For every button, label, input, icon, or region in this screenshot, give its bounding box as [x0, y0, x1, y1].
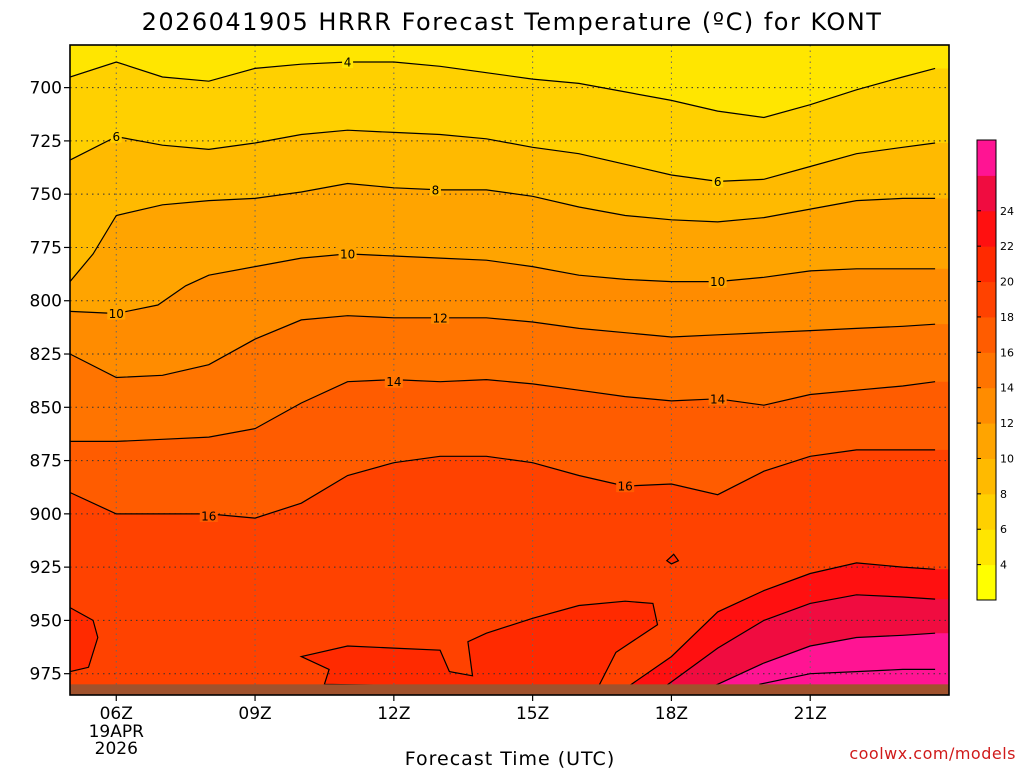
colorbar-frame [976, 139, 997, 601]
fill-pocket-18-0 [301, 601, 658, 689]
contour-label-10-1: 10 [340, 247, 355, 261]
colorbar-label-10: 10 [1000, 452, 1014, 465]
colorbar-label-4: 4 [1000, 559, 1007, 572]
colorbar-swatch-20 [977, 246, 996, 283]
contour-label-16-0: 16 [201, 509, 216, 523]
contour-line-10-3 [70, 253, 936, 315]
colorbar-label-6: 6 [1000, 523, 1007, 536]
grid-lines [70, 45, 949, 695]
contour-label-bg-14-1 [708, 391, 727, 405]
y-tick-label-725: 725 [30, 132, 62, 152]
colorbar-swatch-8 [977, 458, 996, 495]
x-tick-label-21Z: 21Z [794, 704, 827, 724]
colorbar-swatch-2 [977, 564, 996, 601]
site-credit: coolwx.com/models [849, 744, 1016, 763]
contour-label-bg-16-0 [199, 508, 218, 522]
fill-pocket-18-2 [70, 607, 98, 672]
contour-label-bg-10-1 [338, 246, 357, 260]
colorbar-label-12: 12 [1000, 417, 1014, 430]
colorbar-swatch-12 [977, 387, 996, 424]
colorbar-swatch-14 [977, 352, 996, 389]
colorbar-label-8: 8 [1000, 488, 1007, 501]
contour-line-18-8 [665, 553, 680, 565]
x-tick-sublabel-0: 19APR [89, 722, 145, 742]
y-tick-label-825: 825 [30, 345, 62, 365]
x-tick-label-09Z: 09Z [238, 704, 271, 724]
x-tick-label-15Z: 15Z [516, 704, 549, 724]
contour-label-14-1: 14 [710, 392, 725, 406]
colorbar-swatch-22 [977, 210, 996, 247]
colorbar-label-22: 22 [1000, 240, 1014, 253]
colorbar-label-16: 16 [1000, 346, 1014, 359]
colorbar-label-18: 18 [1000, 311, 1014, 324]
y-tick-label-875: 875 [30, 452, 62, 472]
y-tick-label-700: 700 [30, 79, 62, 99]
y-tick-label-950: 950 [30, 611, 62, 631]
fill-band-below-4 [70, 45, 949, 118]
contour-line-18-9 [70, 606, 99, 673]
contour-line-20-10 [624, 562, 936, 690]
y-tick-label-850: 850 [30, 398, 62, 418]
contour-label-8-0: 8 [432, 183, 440, 197]
contour-label-bg-14-0 [384, 374, 403, 388]
contour-label-bg-10-2 [708, 274, 727, 288]
colorbar-label-24: 24 [1000, 205, 1014, 218]
contour-line-12-4 [70, 315, 936, 379]
colorbar-swatch-18 [977, 281, 996, 318]
contour-label-bg-12-0 [431, 310, 450, 324]
contour-label-bg-6-1 [712, 174, 724, 188]
colorbar-swatch-10 [977, 423, 996, 459]
contour-label-4-0: 4 [344, 56, 352, 70]
temperature-fills [70, 45, 949, 695]
contour-line-6-1 [70, 129, 936, 183]
colorbar-swatch-24 [977, 175, 996, 212]
terrain-band [70, 684, 949, 695]
contour-lines [70, 61, 936, 690]
y-tick-label-900: 900 [30, 505, 62, 525]
plot-frame [69, 44, 950, 696]
contour-label-bg-4-0 [342, 55, 354, 69]
colorbar-swatch-6 [977, 493, 996, 530]
contour-label-10-0: 10 [109, 307, 124, 321]
colorbar: 4 6 8 10 12 14 16 18 20 22 24 [976, 139, 1014, 601]
x-tick-label-06Z: 06Z [100, 704, 133, 724]
colorbar-swatch-4 [977, 529, 996, 566]
colorbar-label-20: 20 [1000, 276, 1014, 289]
contour-line-26-13 [759, 668, 936, 685]
x-tick-label-12Z: 12Z [377, 704, 410, 724]
contour-label-6-1: 6 [714, 175, 722, 189]
contour-label-bg-6-0 [110, 129, 122, 143]
contour-label-bg-8-0 [429, 182, 441, 196]
contour-line-24-12 [708, 632, 936, 690]
contour-label-bg-16-1 [616, 479, 635, 493]
contour-label-12-0: 12 [432, 311, 447, 325]
x-tick-label-18Z: 18Z [655, 704, 688, 724]
y-tick-label-925: 925 [30, 558, 62, 578]
contour-label-14-0: 14 [386, 375, 401, 389]
contour-line-14-5 [70, 378, 936, 442]
x-axis-label: Forecast Time (UTC) [405, 748, 615, 768]
y-axis: 700 725 750 775 800 825 850 875 900 925 950 975 [30, 79, 70, 685]
contour-labels: 4 6 6 8 10 10 10 12 14 14 16 16 [107, 55, 727, 523]
x-tick-sublabel-1: 2026 [95, 739, 138, 759]
contour-label-16-1: 16 [618, 480, 633, 494]
y-tick-label-750: 750 [30, 185, 62, 205]
contour-label-6-0: 6 [112, 130, 120, 144]
colorbar-swatch-26 [977, 140, 996, 176]
y-tick-label-775: 775 [30, 238, 62, 258]
colorbar-label-14: 14 [1000, 382, 1014, 395]
contour-label-10-2: 10 [710, 275, 725, 289]
contour-label-bg-10-0 [107, 306, 126, 320]
contour-line-4-0 [70, 61, 936, 119]
colorbar-swatch-16 [977, 316, 996, 353]
y-tick-label-800: 800 [30, 292, 62, 312]
chart-title: 2026041905 HRRR Forecast Temperature (ºC… [142, 8, 883, 36]
plot-area: 4 6 6 8 10 10 10 12 14 14 16 16 [69, 44, 950, 696]
contour-line-22-11 [661, 594, 936, 690]
y-tick-label-975: 975 [30, 665, 62, 685]
contour-line-8-2 [70, 182, 936, 282]
terrain-surface [70, 684, 949, 695]
